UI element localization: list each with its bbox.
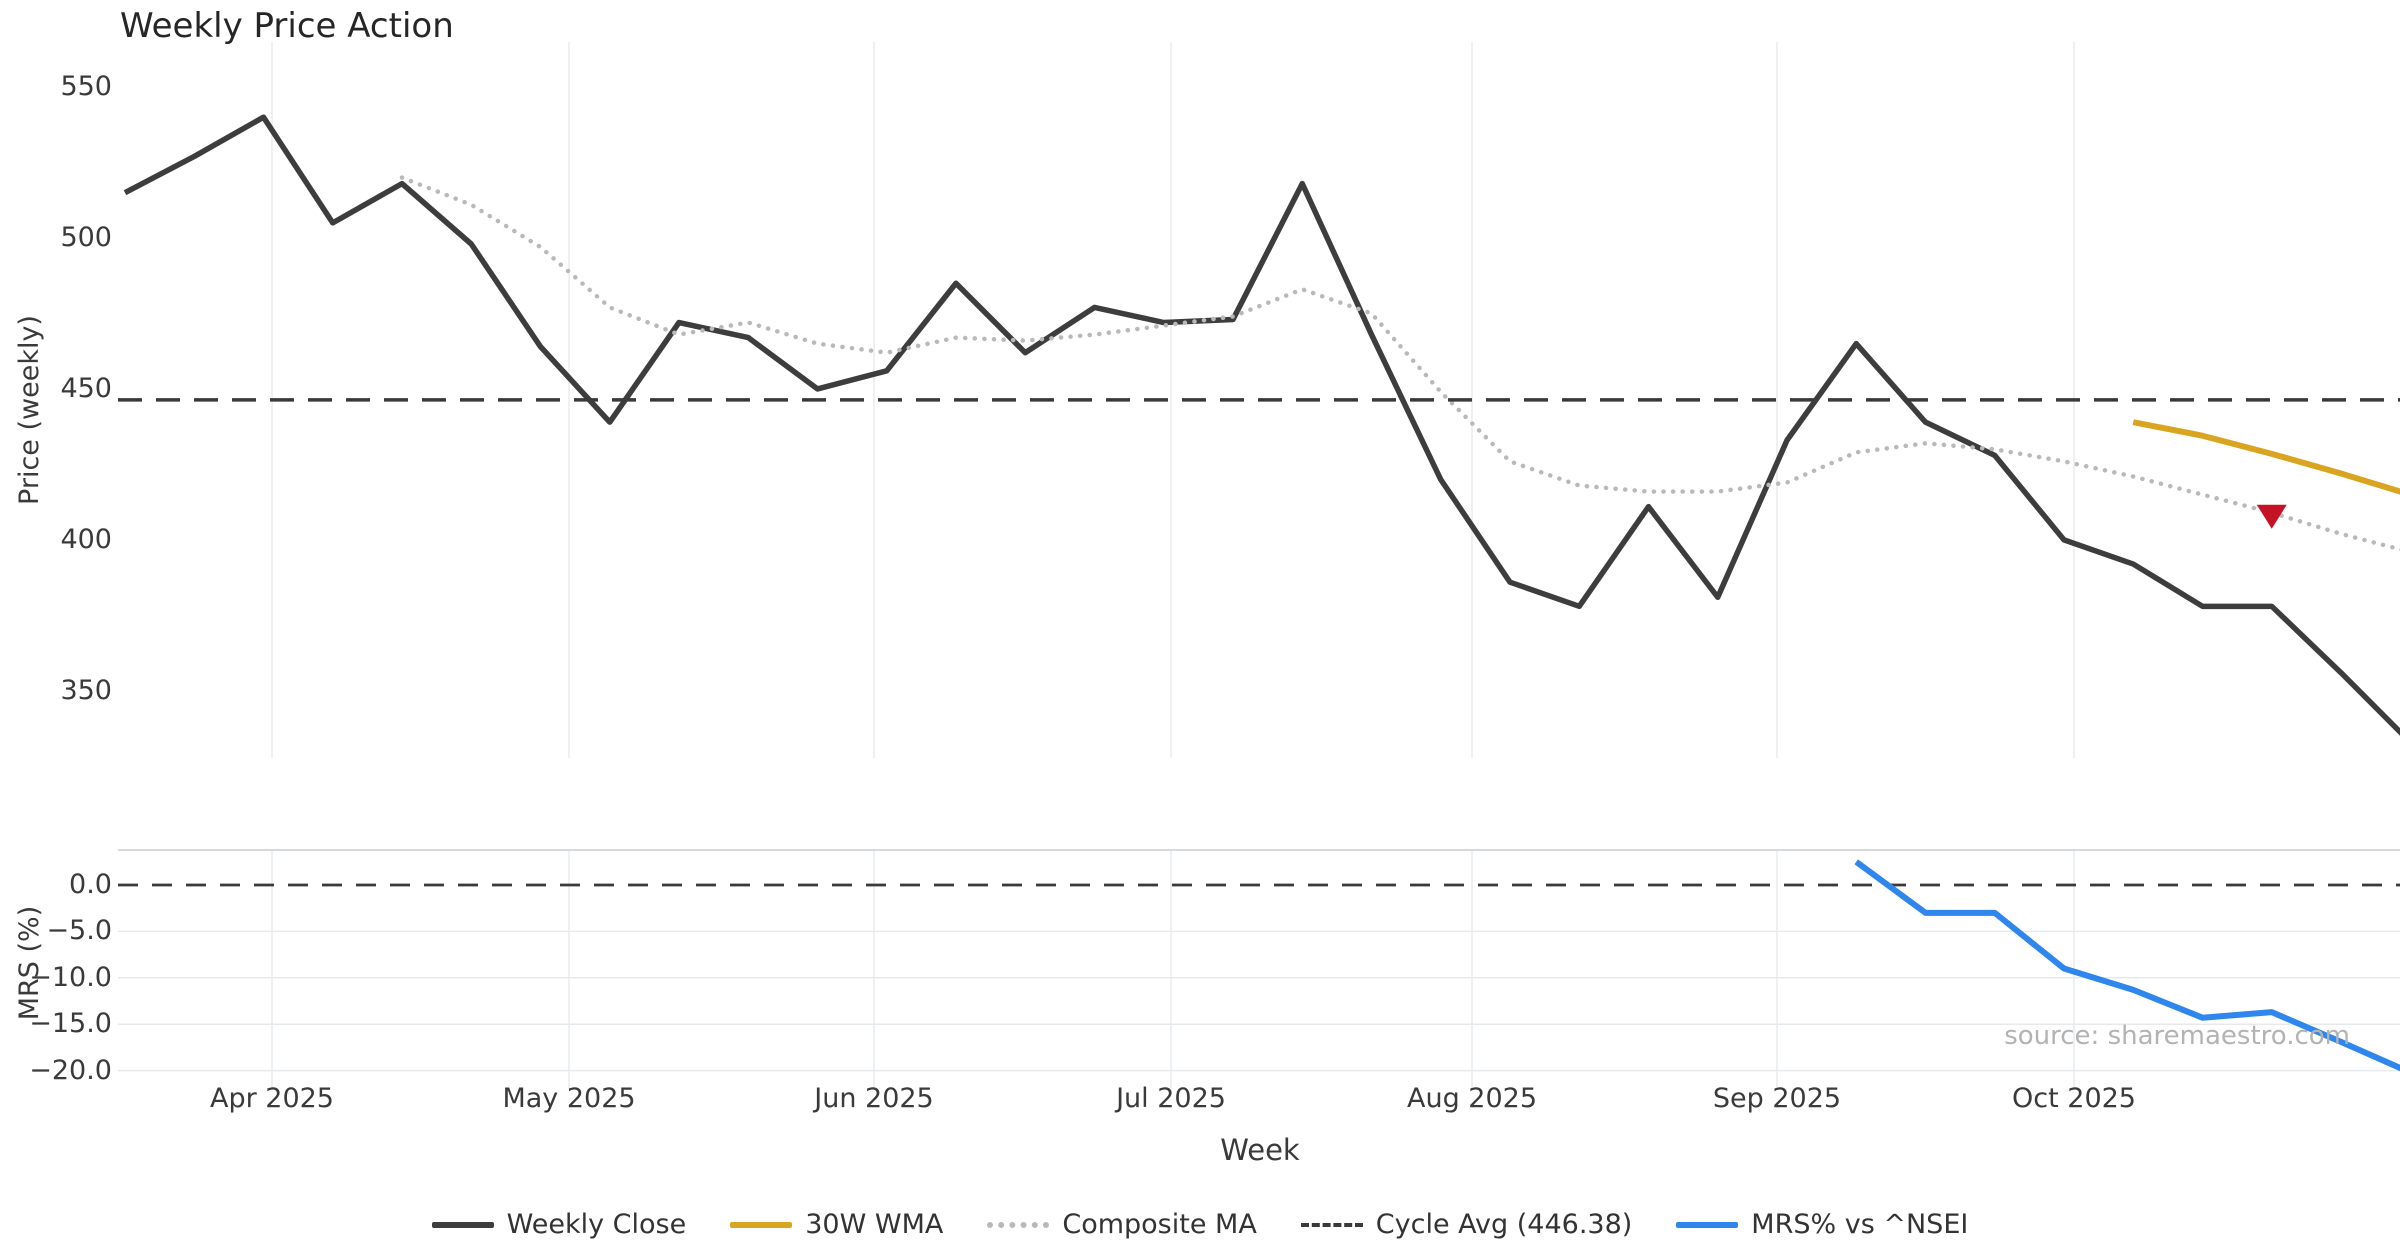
legend-swatch-solid-icon	[1676, 1221, 1739, 1228]
price-tick-label: 500	[60, 221, 112, 253]
month-tick-label: Sep 2025	[1712, 1083, 1842, 1114]
x-axis-title: Week	[1220, 1133, 1300, 1167]
legend-item-mrs-vs-nsei: MRS% vs ^NSEI	[1676, 1209, 1968, 1240]
legend-label: Cycle Avg (446.38)	[1375, 1209, 1633, 1240]
legend-swatch-solid-icon	[730, 1221, 793, 1228]
month-tick-label: May 2025	[502, 1083, 636, 1114]
price-tick-label: 350	[60, 674, 112, 706]
price-tick-label: 550	[60, 71, 112, 102]
legend-swatch-dotted-icon	[987, 1221, 1050, 1228]
month-tick-label: Aug 2025	[1406, 1083, 1538, 1114]
mrs-tick-label: −10.0	[29, 961, 112, 993]
legend-item-composite-ma: Composite MA	[987, 1209, 1257, 1240]
price-axis-label: Price (weekly)	[14, 315, 45, 505]
mrs-tick-label: 0.0	[69, 869, 112, 900]
mrs-tick-label: −5.0	[46, 915, 112, 947]
legend-label: Weekly Close	[506, 1209, 687, 1240]
legend-label: 30W WMA	[805, 1209, 944, 1240]
source-credit: source: sharemaestro.com	[2004, 1021, 2350, 1051]
triangle-down-marker-icon	[2256, 504, 2287, 529]
legend-item-30w-wma: 30W WMA	[730, 1209, 943, 1240]
price-tick-label: 400	[60, 523, 112, 555]
legend: Weekly Close 30W WMA Composite MA Cycle Avg…	[0, 1209, 2400, 1240]
legend-swatch-dashed-icon	[1300, 1222, 1363, 1227]
weekly-close-line	[123, 114, 2400, 736]
chart-title: Weekly Price Action	[120, 6, 454, 46]
month-tick-label: Jul 2025	[1116, 1083, 1226, 1114]
month-tick-label: Oct 2025	[2012, 1083, 2136, 1114]
legend-label: MRS% vs ^NSEI	[1751, 1209, 1969, 1240]
month-tick-label: Jun 2025	[814, 1083, 934, 1114]
mrs-tick-label: −15.0	[29, 1008, 112, 1040]
mrs-tick-label: −20.0	[29, 1054, 112, 1086]
legend-item-weekly-close: Weekly Close	[431, 1209, 687, 1240]
legend-label: Composite MA	[1062, 1209, 1257, 1240]
legend-item-cycle-avg-446-38: Cycle Avg (446.38)	[1300, 1209, 1633, 1240]
legend-swatch-solid-icon	[431, 1221, 494, 1228]
price-tick-label: 450	[60, 372, 112, 404]
mrs-vs-nsei-line	[1854, 859, 2400, 1072]
composite-ma-line	[399, 175, 2400, 552]
month-tick-label: Apr 2025	[209, 1083, 334, 1114]
30w-wma-line	[2132, 419, 2400, 495]
